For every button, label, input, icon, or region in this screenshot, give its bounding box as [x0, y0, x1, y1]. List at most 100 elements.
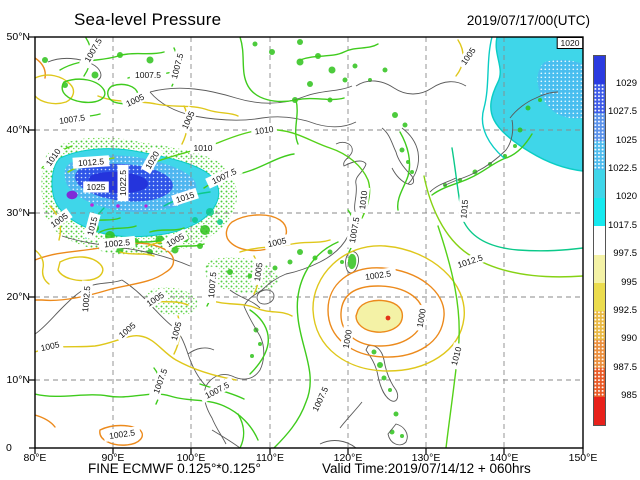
colorbar-segment: [594, 311, 605, 340]
isobars-1017: [481, 37, 505, 159]
border-himalaya: [61, 235, 191, 267]
map-frame: [34, 36, 584, 449]
contour-label: 1005: [167, 317, 185, 345]
svg-text:1007.5: 1007.5: [135, 70, 161, 80]
colorbar-label: 1020: [615, 191, 637, 203]
svg-text:1005: 1005: [169, 320, 184, 341]
contour-label: 1005: [456, 42, 480, 70]
colorbar-label: 985: [621, 390, 637, 402]
colorbar-label: 992.5: [613, 304, 637, 316]
colorbar-segment: [594, 396, 605, 425]
colorbar-label: 997.5: [613, 248, 637, 260]
contour-label: 1010: [190, 142, 216, 154]
contour-label: 1010: [250, 122, 278, 138]
contour-label: 1005: [177, 106, 199, 134]
border-nw: [47, 57, 102, 81]
contour-label: 1007.5: [148, 362, 172, 400]
y-axis-label: 0: [6, 442, 12, 454]
contour-label: 1005: [36, 337, 64, 355]
border-indochina: [187, 289, 261, 355]
svg-text:1000: 1000: [341, 329, 354, 350]
page-title: Sea-level Pressure: [74, 10, 222, 29]
x-axis-label: 120°E: [333, 452, 363, 464]
svg-text:1010: 1010: [254, 124, 274, 137]
colorbar-label: 990: [621, 333, 637, 345]
svg-text:1012.5: 1012.5: [78, 156, 105, 168]
svg-text:1005: 1005: [267, 235, 288, 249]
colorbar-label: 1017.5: [607, 219, 637, 231]
svg-text:1010: 1010: [449, 345, 464, 366]
fill-plateau-purple: [66, 190, 78, 200]
y-axis-label: 50°N: [6, 31, 30, 43]
contour-label: 1007.5: [53, 111, 91, 127]
colorbar-segment: [594, 197, 605, 227]
svg-text:1007.5: 1007.5: [169, 52, 185, 80]
colorbar-segment: [594, 368, 605, 397]
contour-label: 1007.5: [129, 69, 167, 81]
contour-label: 1005: [250, 258, 266, 286]
x-axis-label: 140°E: [489, 452, 519, 464]
border-mongolia: [149, 85, 357, 128]
contour-label: 1010: [447, 342, 465, 370]
contour-label: 1012.5: [450, 250, 490, 272]
y-axis-label: 10°N: [6, 374, 30, 386]
contour-label: 1025: [83, 181, 109, 193]
contour-label: 1002.5: [359, 267, 397, 283]
contour-label: 1002.5: [78, 280, 94, 318]
contour-label: 1007.5: [204, 266, 220, 304]
island-mindanao: [387, 423, 408, 446]
svg-text:1010: 1010: [357, 190, 369, 210]
contour-label: 1022.5: [117, 164, 129, 202]
coast-japan: [429, 91, 559, 193]
fill-typhoon-core: [355, 299, 404, 333]
svg-text:1015: 1015: [458, 199, 470, 219]
coast-borneo: [319, 440, 357, 448]
svg-text:1000: 1000: [415, 308, 428, 329]
colorbar-segment: [594, 169, 605, 198]
contour-label: 1005: [263, 233, 291, 251]
valid-time: Valid Time:2019/07/14/12 + 060hrs: [322, 461, 531, 476]
island-palawan: [339, 401, 363, 429]
contour-label: 1002.5: [103, 426, 141, 442]
coast-india: [35, 279, 123, 335]
model-info: FINE ECMWF 0.125°*0.125°: [88, 461, 261, 476]
svg-text:1007.5: 1007.5: [203, 380, 231, 401]
svg-text:1015: 1015: [85, 215, 100, 236]
svg-text:1007.5: 1007.5: [58, 112, 85, 126]
x-axis-label: 150°E: [568, 452, 598, 464]
coast-vietnam: [203, 305, 265, 445]
contour-label: 1015: [83, 212, 101, 240]
svg-text:1012.5: 1012.5: [456, 252, 484, 270]
low-center-marker: [385, 315, 391, 321]
x-axis-label: 100°E: [176, 452, 206, 464]
svg-text:1005: 1005: [40, 339, 61, 353]
svg-text:1002.5: 1002.5: [364, 268, 391, 282]
island-hainan: [256, 289, 275, 305]
contour-label: 1007.5: [345, 211, 363, 249]
border-amur: [355, 80, 467, 95]
island-luzon: [365, 345, 399, 402]
y-axis-label: 40°N: [6, 124, 30, 136]
colorbar-segment: [594, 84, 605, 113]
x-axis-label: 110°E: [256, 452, 284, 464]
contour-label: 1015: [457, 195, 471, 223]
colorbar: [593, 55, 606, 426]
colorbar-label: 1022.5: [607, 163, 637, 175]
svg-text:1010: 1010: [194, 143, 213, 153]
coast-sumatra: [211, 429, 241, 448]
svg-text:1002.5: 1002.5: [80, 285, 92, 312]
svg-text:1002.5: 1002.5: [108, 427, 135, 441]
y-axis-label: 30°N: [6, 207, 30, 219]
contour-label: 1005: [121, 89, 149, 111]
svg-text:1002.5: 1002.5: [104, 237, 131, 249]
valid-datetime: 2019/07/17/00(UTC): [466, 13, 590, 28]
colorbar-label: 1027.5: [607, 106, 637, 118]
contour-label: 1012.5: [72, 155, 110, 169]
contour-label: 1020: [556, 37, 584, 49]
colorbar-segment: [594, 56, 605, 85]
grid-lines: [35, 37, 583, 448]
contour-label: 1010: [355, 186, 371, 214]
colorbar-segment: [594, 226, 605, 255]
